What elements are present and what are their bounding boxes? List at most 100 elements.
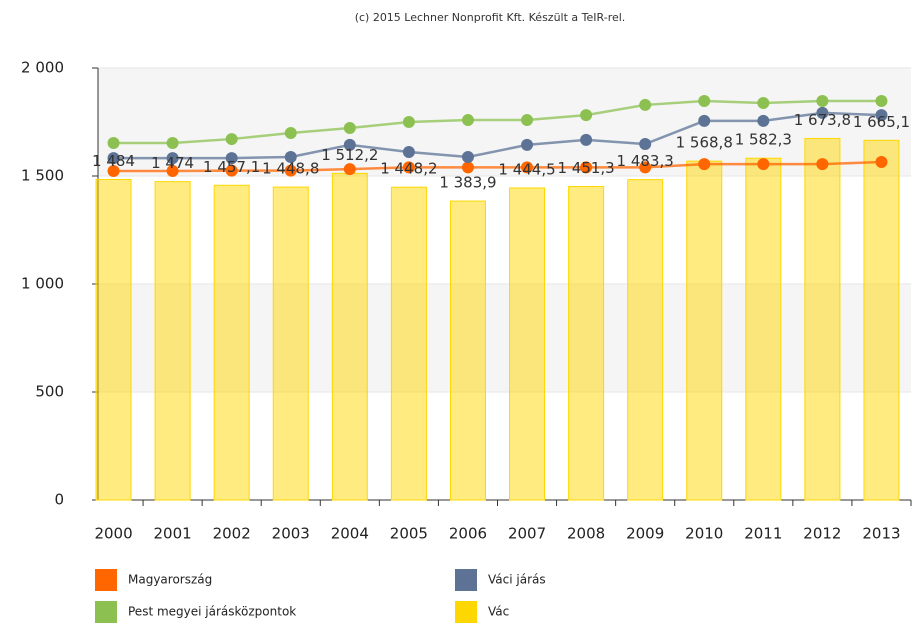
line-marker [461, 114, 474, 127]
credit: (c) 2015 Lechner Nonprofit Kft. Készült … [355, 11, 626, 24]
x-tick-label: 2006 [449, 525, 487, 543]
data-label: 1 457,1 [203, 158, 260, 176]
y-tick-label: 0 [54, 491, 64, 509]
line-marker [757, 96, 770, 109]
y-tick-label: 1 000 [21, 275, 64, 293]
legend-swatch [455, 601, 477, 623]
data-label: 1 483,3 [617, 152, 674, 170]
x-tick-label: 2007 [508, 525, 546, 543]
line-marker [580, 109, 593, 122]
line-marker [461, 161, 474, 174]
data-label: 1 665,1 [853, 113, 910, 131]
bar [509, 187, 546, 501]
bar [331, 172, 368, 501]
data-label: 1 383,9 [439, 174, 496, 192]
legend-label: Váci járás [488, 573, 546, 587]
legend-label: Vác [488, 605, 509, 619]
legend-label: Magyarország [128, 573, 212, 587]
line-marker [698, 95, 711, 108]
line-marker [698, 114, 711, 127]
line-marker [639, 98, 652, 111]
line-marker [107, 152, 120, 165]
x-tick-label: 2003 [272, 525, 310, 543]
line-marker [107, 165, 120, 178]
bar [154, 181, 191, 501]
legend-swatch [95, 569, 117, 591]
data-label: 1 673,8 [794, 111, 851, 129]
data-label: 1 484 [92, 152, 135, 170]
legend-swatch [95, 601, 117, 623]
line-marker [166, 152, 179, 165]
legend-label: Pest megyei járásközpontok [128, 605, 296, 619]
bar [686, 160, 723, 501]
line-marker [698, 158, 711, 171]
bar [213, 184, 250, 501]
line-marker [580, 161, 593, 174]
line-marker [284, 150, 297, 163]
x-tick-label: 2004 [331, 525, 369, 543]
x-tick-label: 2008 [567, 525, 605, 543]
data-label: 1 444,5 [498, 160, 555, 178]
line-marker [343, 138, 356, 151]
line-marker [402, 116, 415, 128]
y-tick-label: 500 [35, 383, 64, 401]
data-label: 1 512,2 [321, 146, 378, 164]
line-marker [639, 138, 652, 151]
line-marker [875, 155, 888, 168]
bar [568, 186, 605, 501]
x-tick-label: 2000 [94, 525, 132, 543]
line-marker [461, 150, 474, 163]
line-marker [225, 133, 238, 146]
bar [863, 139, 900, 501]
line [113, 111, 882, 160]
bar [449, 200, 486, 501]
line-marker [816, 106, 829, 119]
line-marker [875, 109, 888, 122]
bar [627, 179, 664, 501]
line-marker [521, 138, 534, 151]
legend-swatch [455, 569, 477, 591]
y-tick-label: 2 000 [21, 59, 64, 77]
line-marker [757, 114, 770, 127]
x-tick-label: 2010 [685, 525, 723, 543]
bar [745, 157, 782, 501]
bar [95, 178, 132, 501]
x-tick-label: 2013 [862, 525, 900, 543]
data-label: 1 448,2 [380, 160, 437, 178]
line-marker [343, 163, 356, 176]
line-marker [225, 164, 238, 177]
x-tick-label: 2011 [744, 525, 782, 543]
line-marker [816, 158, 829, 171]
line-marker [521, 114, 534, 127]
line-marker [816, 95, 829, 108]
x-tick-label: 2005 [390, 525, 428, 543]
data-label: 1 474 [151, 154, 194, 172]
line-marker [402, 161, 415, 174]
bar [272, 186, 309, 501]
x-tick-label: 2009 [626, 525, 664, 543]
line-marker [757, 158, 770, 171]
y-tick-label: 1 500 [21, 167, 64, 185]
line [113, 160, 882, 173]
line-marker [225, 152, 238, 165]
line-marker [284, 127, 297, 140]
x-tick-label: 2002 [213, 525, 251, 543]
line-marker [343, 122, 356, 135]
line-marker [402, 146, 415, 159]
line-marker [166, 165, 179, 178]
line-marker [580, 133, 593, 146]
line-marker [521, 161, 534, 174]
line-marker [284, 164, 297, 177]
x-tick-label: 2001 [154, 525, 192, 543]
bar [390, 186, 427, 501]
line-marker [639, 161, 652, 174]
bar [804, 137, 841, 501]
line-marker [166, 136, 179, 149]
line-marker [107, 136, 120, 149]
data-label: 1 451,3 [557, 159, 614, 177]
data-label: 1 582,3 [735, 131, 792, 149]
line-marker [875, 95, 888, 108]
data-label: 1 448,8 [262, 160, 319, 178]
line [113, 99, 882, 145]
